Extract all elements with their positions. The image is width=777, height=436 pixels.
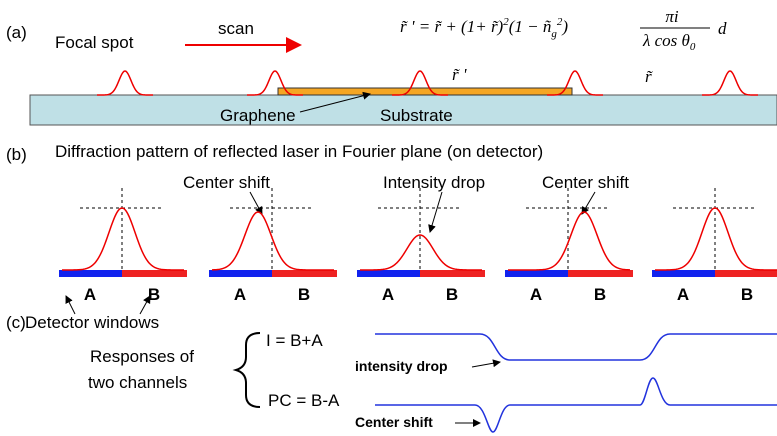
window-label: A	[234, 285, 246, 304]
arrow	[65, 295, 76, 315]
focal-spot-profile	[702, 70, 758, 96]
window-b	[715, 270, 777, 277]
panel-b: (b) Diffraction pattern of reflected las…	[6, 142, 777, 304]
formula-denominator: λ cos θ0	[642, 31, 696, 53]
window-a	[59, 270, 122, 277]
pc-channel: PC = B-A	[268, 391, 340, 410]
focal-spot-profile	[392, 70, 448, 96]
window-label: A	[382, 285, 394, 304]
window-label: A	[530, 285, 542, 304]
arrow	[581, 191, 596, 215]
panel-label: (c)	[6, 313, 26, 332]
window-a	[209, 270, 272, 277]
diffraction-profile	[655, 207, 777, 271]
focal-spot-profile	[97, 70, 153, 96]
responses: two channels	[88, 373, 187, 392]
panel-label: (a)	[6, 23, 27, 42]
focal-spot-profile	[247, 70, 303, 96]
panel-title: Diffraction pattern of reflected laser i…	[55, 142, 543, 161]
graphene	[277, 87, 573, 96]
focal-spot: Focal spot	[55, 33, 134, 52]
window-label: B	[594, 285, 606, 304]
substrate-label: Substrate	[380, 106, 453, 125]
arrow	[299, 91, 371, 113]
window-a	[652, 270, 715, 277]
brace	[232, 332, 261, 408]
graphene-label: Graphene	[220, 106, 296, 125]
window-b	[568, 270, 633, 277]
formula-d: d	[718, 19, 727, 38]
window-label: B	[298, 285, 310, 304]
responses: Responses of	[90, 347, 194, 366]
r-prime: r̃ '	[452, 65, 467, 84]
center-shift: Center shift	[183, 173, 270, 192]
center-shift: Center shift	[542, 173, 629, 192]
panel-label: (b)	[6, 145, 27, 164]
window-a	[505, 270, 568, 277]
i-response	[375, 333, 777, 361]
window-label: A	[84, 285, 96, 304]
pc-response	[375, 377, 777, 433]
arrow	[428, 191, 443, 233]
intensity-drop-label: intensity drop	[355, 358, 448, 374]
intensity-drop: Intensity drop	[383, 173, 485, 192]
window-label: B	[446, 285, 458, 304]
window-b	[420, 270, 485, 277]
window-a	[357, 270, 420, 277]
scan-label: scan	[218, 19, 254, 38]
focal-spot-profile	[547, 70, 603, 96]
window-label: A	[677, 285, 689, 304]
diffraction-profile	[360, 234, 482, 271]
window-b	[122, 270, 187, 277]
window-b	[272, 270, 337, 277]
panel-a: (a) Focal spot scan r̃ ' = r̃ + (1+ r̃)2…	[6, 7, 777, 126]
window-label: B	[148, 285, 160, 304]
panel-c: (c) Detector windows Responses of two ch…	[6, 295, 777, 433]
diffraction-profile	[211, 211, 334, 271]
arrow	[139, 295, 151, 315]
i-channel: I = B+A	[266, 331, 323, 350]
detector-windows: Detector windows	[25, 313, 159, 332]
arrow	[249, 191, 263, 215]
r: r̃	[645, 67, 653, 86]
formula: r̃ ' = r̃ + (1+ r̃)2(1 − ñg2)	[400, 16, 568, 40]
formula-numerator: πi	[665, 7, 679, 26]
center-shift-label: Center shift	[355, 414, 433, 430]
diffraction-profile	[62, 207, 184, 271]
arrow	[471, 359, 501, 368]
diffraction-profile	[508, 211, 631, 271]
window-label: B	[741, 285, 753, 304]
